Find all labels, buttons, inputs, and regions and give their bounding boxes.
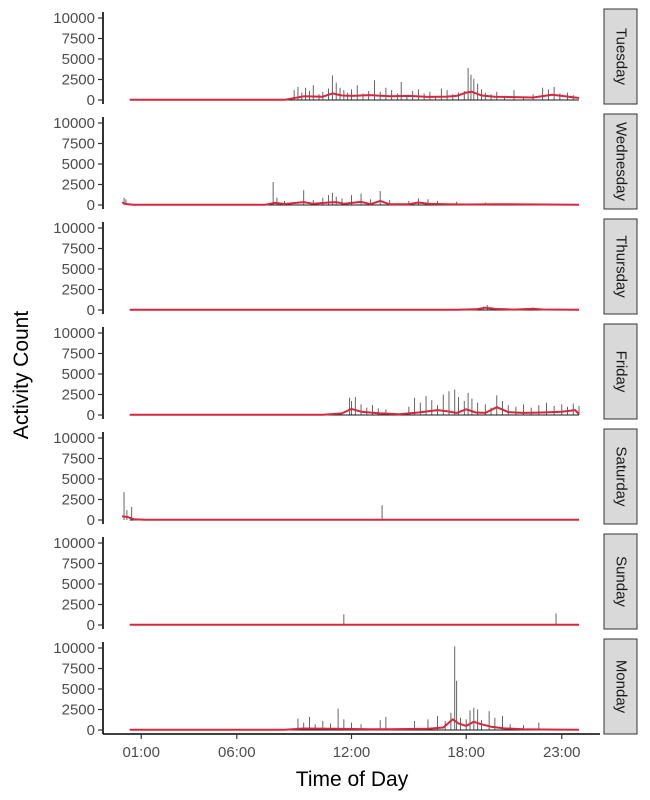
y-tick-label: 5000 <box>62 681 95 698</box>
facet-label: Sunday <box>613 556 630 607</box>
y-tick-label: 10000 <box>53 220 95 237</box>
smoothed-line <box>129 718 580 731</box>
facet-sunday: 0 2500 5000 7500 10000 Sunday <box>53 533 638 634</box>
y-tick-label: 5000 <box>62 156 95 173</box>
x-tick-label: 01:00 <box>122 744 160 761</box>
facet-label: Saturday <box>613 446 630 507</box>
facet-label: Monday <box>613 660 630 714</box>
y-tick-label: 5000 <box>62 576 95 593</box>
y-tick-label: 2500 <box>62 282 95 299</box>
y-tick-label: 10000 <box>53 115 95 132</box>
x-axis: 01:00 06:00 12:00 18:00 23:00 <box>103 733 600 761</box>
facet-friday: 0 2500 5000 7500 10000 Friday <box>53 323 638 424</box>
y-tick-label: 2500 <box>62 177 95 194</box>
y-tick-label: 0 <box>87 92 95 109</box>
facet-label: Thursday <box>613 235 630 298</box>
y-tick-label: 0 <box>87 722 95 739</box>
smoothed-line <box>129 406 580 416</box>
y-tick-label: 10000 <box>53 325 95 342</box>
y-tick-label: 0 <box>87 407 95 424</box>
x-tick-label: 18:00 <box>447 744 485 761</box>
facet-label: Wednesday <box>613 122 630 201</box>
x-tick-label: 06:00 <box>218 744 256 761</box>
smoothed-line <box>121 199 580 206</box>
facet-thursday: 0 2500 5000 7500 10000 Thursday <box>53 218 638 319</box>
y-tick-label: 7500 <box>62 346 95 363</box>
facet-strip <box>603 428 638 525</box>
y-tick-label: 5000 <box>62 51 95 68</box>
facet-strip <box>603 533 638 630</box>
y-tick-label: 5000 <box>62 366 95 383</box>
facet-label: Tuesday <box>613 28 630 85</box>
facet-strip <box>603 113 638 210</box>
y-tick-label: 2500 <box>62 702 95 719</box>
y-tick-label: 2500 <box>62 72 95 89</box>
y-tick-label: 0 <box>87 302 95 319</box>
y-tick-label: 2500 <box>62 492 95 509</box>
facet-label: Friday <box>613 351 630 393</box>
x-tick-label: 12:00 <box>333 744 371 761</box>
y-tick-label: 2500 <box>62 597 95 614</box>
facet-strip <box>603 638 638 735</box>
y-tick-label: 7500 <box>62 556 95 573</box>
y-tick-label: 10000 <box>53 640 95 657</box>
y-tick-label: 0 <box>87 512 95 529</box>
y-tick-label: 10000 <box>53 535 95 552</box>
x-tick-label: 23:00 <box>543 744 581 761</box>
y-axis-title: Activity Count <box>10 311 33 440</box>
facet-strip <box>603 323 638 420</box>
smoothed-line <box>129 306 580 311</box>
x-axis-title: Time of Day <box>296 768 409 791</box>
y-tick-label: 5000 <box>62 471 95 488</box>
y-tick-label: 7500 <box>62 451 95 468</box>
y-tick-label: 5000 <box>62 261 95 278</box>
y-tick-label: 7500 <box>62 31 95 48</box>
smoothed-line <box>121 515 579 521</box>
y-tick-label: 7500 <box>62 136 95 153</box>
y-tick-label: 0 <box>87 617 95 634</box>
y-tick-label: 2500 <box>62 387 95 404</box>
y-tick-label: 7500 <box>62 241 95 258</box>
y-tick-label: 7500 <box>62 661 95 678</box>
facet-tuesday: 0 2500 5000 7500 10000 Tuesday <box>53 8 638 109</box>
y-tick-label: 10000 <box>53 430 95 447</box>
facet-saturday: 0 2500 5000 7500 10000 Saturday <box>53 428 638 529</box>
facet-panels: 0 2500 5000 7500 10000 Tuesday 0 2500 5000 7500 10… <box>53 8 638 739</box>
smoothed-line <box>129 90 580 101</box>
facet-strip <box>603 218 638 315</box>
y-tick-label: 0 <box>87 197 95 214</box>
y-tick-label: 10000 <box>53 10 95 27</box>
facet-strip <box>603 8 638 105</box>
facet-monday: 0 2500 5000 7500 10000 Monday <box>53 638 638 739</box>
facet-wednesday: 0 2500 5000 7500 10000 Wednesday <box>53 113 638 214</box>
